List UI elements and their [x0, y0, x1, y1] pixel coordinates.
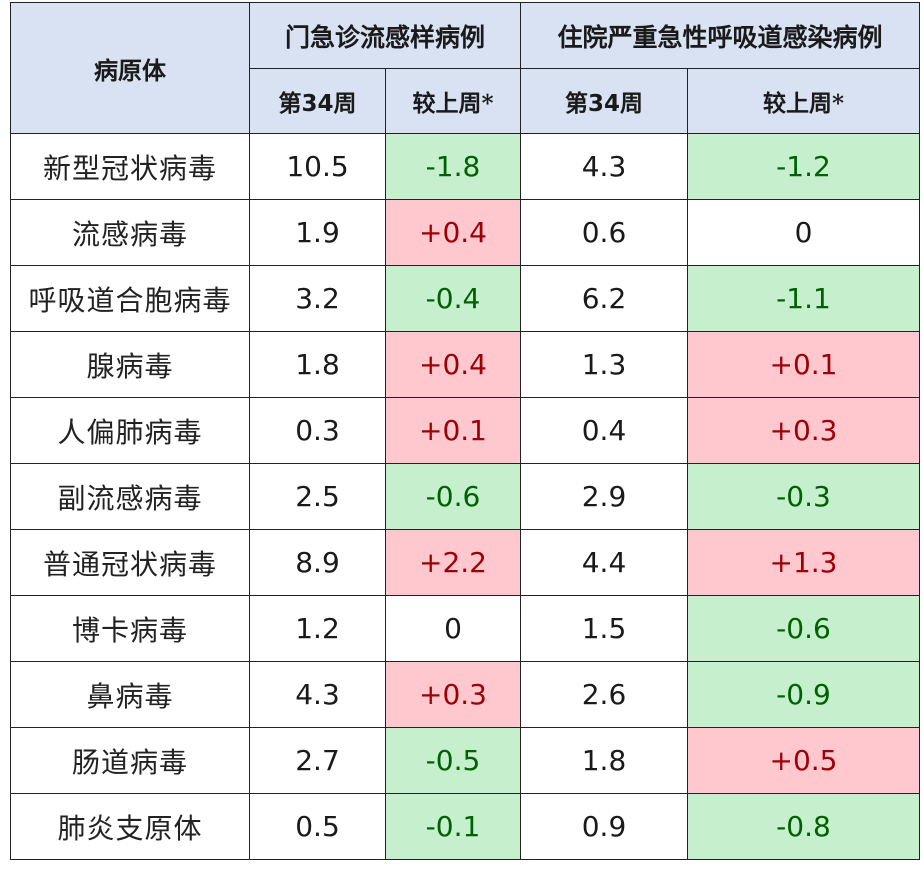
inpatient-change-header: 较上周*	[687, 68, 920, 134]
table-body: 新型冠状病毒 10.5 -1.8 4.3 -1.2 流感病毒 1.9 +0.4 0.6 0 呼吸…	[10, 133, 920, 860]
pathogen-name: 新型冠状病毒	[10, 133, 250, 200]
pathogen-name: 流感病毒	[10, 199, 250, 266]
pathogen-column-header: 病原体	[10, 2, 250, 134]
week-suffix: 周	[333, 90, 357, 117]
inpatient-change-value: +0.1	[687, 331, 920, 398]
inpatient-change-value: -1.2	[687, 133, 920, 200]
pathogen-name: 呼吸道合胞病毒	[10, 265, 250, 332]
table-row: 人偏肺病毒 0.3 +0.1 0.4 +0.3	[10, 397, 920, 464]
outpatient-change-value: +0.4	[385, 199, 521, 266]
table-row: 肠道病毒 2.7 -0.5 1.8 +0.5	[10, 727, 920, 794]
table-row: 鼻病毒 4.3 +0.3 2.6 -0.9	[10, 661, 920, 728]
outpatient-change-value: -0.4	[385, 265, 521, 332]
inpatient-change-value: -0.9	[687, 661, 920, 728]
pathogen-table: 病原体 门急诊流感样病例 住院严重急性呼吸道感染病例 第34周 较上周* 第34…	[10, 2, 920, 860]
outpatient-week-value: 0.3	[249, 397, 386, 464]
outpatient-week-header: 第34周	[249, 68, 386, 134]
outpatient-week-value: 1.2	[249, 595, 386, 662]
outpatient-week-value: 1.9	[249, 199, 386, 266]
week-prefix: 第	[278, 90, 302, 117]
table-header: 病原体 门急诊流感样病例 住院严重急性呼吸道感染病例 第34周 较上周* 第34…	[10, 2, 920, 134]
outpatient-week-value: 1.8	[249, 331, 386, 398]
pathogen-name: 普通冠状病毒	[10, 529, 250, 596]
outpatient-change-value: +2.2	[385, 529, 521, 596]
table-row: 流感病毒 1.9 +0.4 0.6 0	[10, 199, 920, 266]
outpatient-week-value: 2.7	[249, 727, 386, 794]
inpatient-change-value: 0	[687, 199, 920, 266]
inpatient-week-value: 1.3	[520, 331, 688, 398]
inpatient-change-value: +1.3	[687, 529, 920, 596]
week-number: 34	[301, 91, 334, 117]
outpatient-change-value: -0.6	[385, 463, 521, 530]
week-prefix: 第	[564, 90, 588, 117]
inpatient-change-value: -0.6	[687, 595, 920, 662]
pathogen-name: 博卡病毒	[10, 595, 250, 662]
outpatient-change-value: -0.1	[385, 793, 521, 860]
pathogen-name: 副流感病毒	[10, 463, 250, 530]
inpatient-change-value: -0.8	[687, 793, 920, 860]
pathogen-name: 人偏肺病毒	[10, 397, 250, 464]
table-row: 普通冠状病毒 8.9 +2.2 4.4 +1.3	[10, 529, 920, 596]
pathogen-name: 肺炎支原体	[10, 793, 250, 860]
outpatient-group-header: 门急诊流感样病例	[249, 2, 521, 69]
table-row: 腺病毒 1.8 +0.4 1.3 +0.1	[10, 331, 920, 398]
pathogen-name: 鼻病毒	[10, 661, 250, 728]
inpatient-week-value: 2.9	[520, 463, 688, 530]
table-row: 博卡病毒 1.2 0 1.5 -0.6	[10, 595, 920, 662]
inpatient-group-header: 住院严重急性呼吸道感染病例	[520, 2, 920, 69]
outpatient-change-header: 较上周*	[385, 68, 521, 134]
outpatient-change-value: +0.1	[385, 397, 521, 464]
week-suffix: 周	[620, 90, 643, 117]
outpatient-week-value: 4.3	[249, 661, 386, 728]
inpatient-week-value: 0.4	[520, 397, 688, 464]
week-number: 34	[587, 91, 620, 117]
inpatient-week-value: 4.3	[520, 133, 688, 200]
header-row-groups: 病原体 门急诊流感样病例 住院严重急性呼吸道感染病例	[10, 2, 920, 134]
pathogen-name: 肠道病毒	[10, 727, 250, 794]
header-row-subcolumns: 第34周 较上周* 第34周 较上周*	[11, 68, 920, 134]
outpatient-week-value: 8.9	[249, 529, 386, 596]
outpatient-change-value: +0.3	[385, 661, 521, 728]
outpatient-change-value: -0.5	[385, 727, 521, 794]
inpatient-change-value: +0.3	[687, 397, 920, 464]
inpatient-week-value: 1.5	[520, 595, 688, 662]
inpatient-week-value: 0.6	[520, 199, 688, 266]
inpatient-change-value: +0.5	[687, 727, 920, 794]
pathogen-name: 腺病毒	[10, 331, 250, 398]
inpatient-week-value: 2.6	[520, 661, 688, 728]
inpatient-week-value: 1.8	[520, 727, 688, 794]
inpatient-change-value: -1.1	[687, 265, 920, 332]
inpatient-week-value: 0.9	[520, 793, 688, 860]
outpatient-change-value: 0	[385, 595, 521, 662]
table-row: 副流感病毒 2.5 -0.6 2.9 -0.3	[10, 463, 920, 530]
outpatient-week-value: 10.5	[249, 133, 386, 200]
inpatient-week-value: 4.4	[520, 529, 688, 596]
outpatient-week-value: 0.5	[249, 793, 386, 860]
inpatient-week-value: 6.2	[520, 265, 688, 332]
inpatient-week-header: 第34周	[520, 68, 688, 134]
inpatient-change-value: -0.3	[687, 463, 920, 530]
table-row: 呼吸道合胞病毒 3.2 -0.4 6.2 -1.1	[10, 265, 920, 332]
table-row: 肺炎支原体 0.5 -0.1 0.9 -0.8	[10, 793, 920, 860]
outpatient-week-value: 2.5	[249, 463, 386, 530]
table-row: 新型冠状病毒 10.5 -1.8 4.3 -1.2	[10, 133, 920, 200]
outpatient-week-value: 3.2	[249, 265, 386, 332]
outpatient-change-value: +0.4	[385, 331, 521, 398]
outpatient-change-value: -1.8	[385, 133, 521, 200]
